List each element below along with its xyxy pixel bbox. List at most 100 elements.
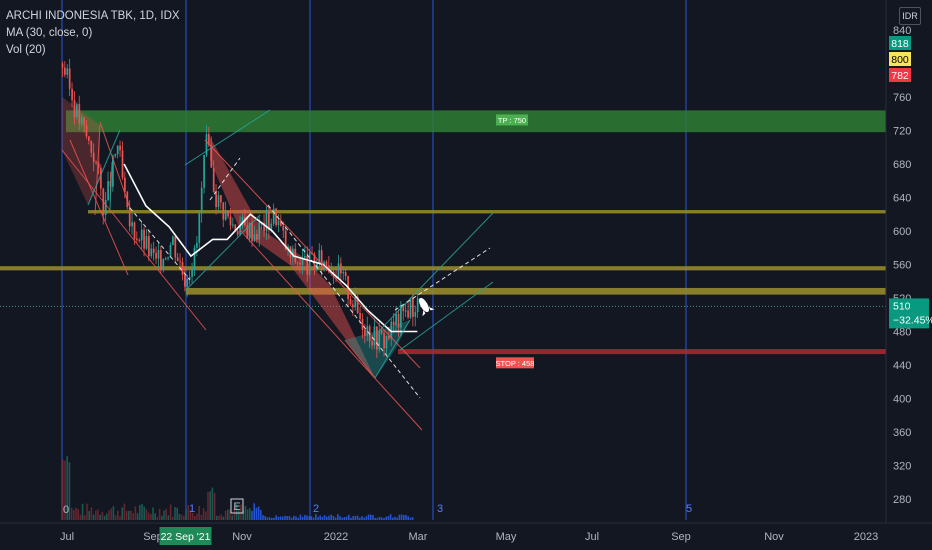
- candle-body: [409, 297, 412, 318]
- candle-body: [400, 305, 402, 328]
- volume-bar: [290, 517, 293, 520]
- volume-bar: [268, 517, 271, 520]
- trend-line: [374, 319, 411, 379]
- ma-indicator-label[interactable]: MA (30, close, 0): [6, 27, 93, 39]
- volume-bar: [88, 511, 90, 520]
- candle-body: [416, 298, 419, 313]
- volume-bar: [356, 515, 359, 520]
- candle-body: [296, 262, 299, 264]
- price-badge-label: 818: [891, 38, 909, 50]
- volume-bar: [317, 516, 319, 520]
- candle-body: [164, 258, 167, 260]
- volume-bar: [70, 507, 73, 520]
- candle-body: [92, 152, 95, 163]
- volume-bar: [387, 516, 390, 520]
- volume-bar: [277, 516, 280, 520]
- candle-body: [227, 210, 229, 217]
- candle-body: [188, 276, 191, 279]
- volume-bar: [238, 510, 240, 520]
- candle-body: [90, 140, 93, 153]
- y-tick-label: 600: [893, 226, 911, 238]
- candle-body: [215, 191, 217, 208]
- chart-legend: ARCHI INDONESIA TBK, 1D, IDX MA (30, clo…: [6, 8, 180, 59]
- candle-body: [203, 155, 205, 188]
- candle-body: [61, 63, 64, 68]
- trend-line: [399, 281, 494, 351]
- tp-label: TP : 750: [498, 116, 526, 125]
- volume-bar: [403, 515, 405, 520]
- candle-body: [167, 257, 169, 259]
- volume-bar: [304, 515, 306, 520]
- candle-body: [205, 134, 208, 156]
- volume-bar: [260, 509, 262, 520]
- volume-zero-label: 0: [63, 504, 69, 516]
- candle-body: [186, 278, 189, 287]
- volume-indicator-label[interactable]: Vol (20): [6, 44, 46, 56]
- candle-body: [112, 156, 114, 187]
- volume-bar: [108, 510, 110, 520]
- candle-body: [200, 187, 203, 214]
- candle-body: [337, 263, 340, 279]
- volume-bar: [145, 509, 148, 520]
- volume-bar: [282, 516, 284, 520]
- trend-line: [109, 161, 113, 211]
- candle-body: [109, 181, 112, 187]
- candle-body: [392, 321, 395, 326]
- trend-line: [184, 109, 271, 166]
- candle-body: [196, 242, 198, 248]
- candle-body: [119, 145, 121, 151]
- price-badge: [889, 36, 911, 50]
- volume-bar: [62, 459, 64, 520]
- volume-bar: [99, 514, 101, 520]
- volume-bar: [385, 516, 387, 520]
- candle-body: [162, 259, 165, 270]
- candle-body: [136, 238, 138, 240]
- y-tick-label: 480: [893, 327, 911, 339]
- candles-layer: [61, 58, 419, 520]
- candle-body: [121, 150, 124, 178]
- candle-body: [229, 216, 232, 226]
- volume-bar: [409, 517, 412, 520]
- candle-body: [208, 134, 210, 145]
- rocket-icon: [418, 297, 435, 317]
- volume-bar: [152, 507, 154, 520]
- volume-bar: [400, 514, 403, 520]
- y-tick-label: 360: [893, 427, 911, 439]
- volume-bar: [202, 508, 205, 520]
- vertical-line-number: 2: [313, 503, 319, 515]
- volume-bar: [141, 504, 143, 520]
- trend-line: [61, 149, 207, 331]
- vertical-line-number: 3: [437, 503, 443, 515]
- x-tick-label: May: [496, 531, 517, 543]
- y-tick-label: 440: [893, 360, 911, 372]
- candle-body: [234, 224, 237, 231]
- candle-body: [176, 257, 179, 262]
- volume-bar: [112, 506, 115, 520]
- volume-bar: [64, 460, 66, 520]
- volume-bar: [310, 516, 313, 520]
- currency-button[interactable]: IDR: [899, 7, 921, 25]
- candle-body: [371, 341, 373, 346]
- candle-body: [131, 222, 133, 227]
- volume-bar: [158, 508, 161, 520]
- projection-line: [267, 204, 421, 399]
- vertical-line-number: 5: [686, 503, 692, 515]
- level-zone: [186, 287, 886, 295]
- candle-body: [270, 223, 273, 230]
- volume-bar: [233, 507, 236, 520]
- volume-bar: [227, 509, 229, 520]
- candle-body: [114, 154, 117, 157]
- symbol-label[interactable]: ARCHI INDONESIA TBK, 1D, IDX: [6, 10, 180, 22]
- x-tick-label: Nov: [232, 531, 252, 543]
- candle-body: [239, 225, 241, 235]
- candle-body: [73, 100, 76, 118]
- volume-bar: [319, 515, 321, 520]
- volume-bar: [156, 516, 159, 520]
- volume-bar: [240, 504, 242, 520]
- volume-bar: [121, 507, 123, 520]
- volume-bar: [128, 510, 130, 520]
- volume-bar: [136, 513, 139, 520]
